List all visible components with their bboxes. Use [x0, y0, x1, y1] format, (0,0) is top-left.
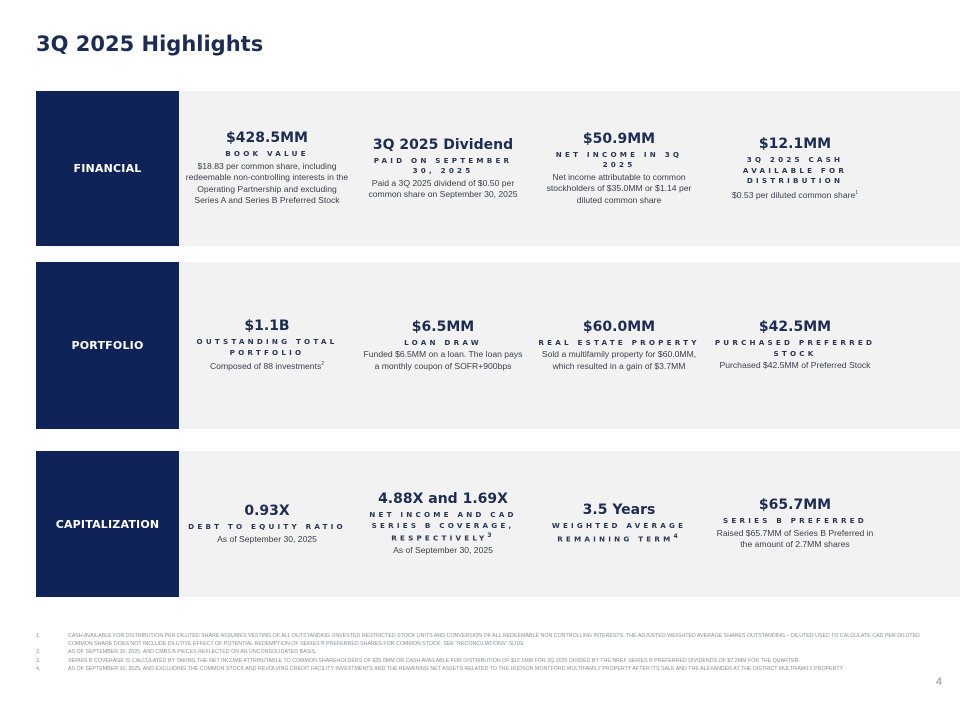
metric-subtitle: WEIGHTED AVERAGE REMAINING TERM4	[537, 521, 701, 544]
metric-value: 4.88X and 1.69X	[378, 491, 508, 508]
metric-subtitle: REAL ESTATE PROPERTY	[538, 337, 700, 347]
metric-description: $18.83 per common share, including redee…	[185, 160, 349, 206]
metric-value: 3Q 2025 Dividend	[372, 136, 514, 153]
highlight-preferred-stock: $42.5MM PURCHASED PREFERRED STOCK Purcha…	[707, 262, 883, 429]
metric-description: Sold a multifamily property for $60.0MM,…	[541, 349, 697, 371]
metric-value: 3.5 Years	[582, 502, 656, 519]
metric-description-text: $0.53 per diluted common share	[731, 189, 856, 200]
footnote-number: 4.	[36, 665, 41, 672]
section-label-portfolio: PORTFOLIO	[36, 262, 179, 429]
metric-subtitle: PAID ON SEPTEMBER 30, 2025	[373, 155, 513, 176]
footnote-text: Series B coverage is calculated by takin…	[68, 657, 800, 664]
highlight-dividend: 3Q 2025 Dividend PAID ON SEPTEMBER 30, 2…	[355, 91, 531, 246]
financial-section: FINANCIAL $428.5MM BOOK VALUE $18.83 per…	[36, 91, 960, 246]
highlight-remaining-term: 3.5 Years WEIGHTED AVERAGE REMAINING TER…	[531, 451, 707, 597]
metric-subtitle: SERIES B PREFERRED	[723, 516, 867, 526]
metric-value: $1.1B	[244, 318, 290, 335]
highlight-net-income: $50.9MM NET INCOME IN 3Q 2025 Net income…	[531, 91, 707, 246]
capitalization-section: CAPITALIZATION 0.93X DEBT TO EQUITY RATI…	[36, 451, 960, 597]
portfolio-section: PORTFOLIO $1.1B OUTSTANDING TOTAL PORTFO…	[36, 262, 960, 429]
metric-description: As of September 30, 2025	[393, 545, 493, 556]
highlight-series-b: $65.7MM SERIES B PREFERRED Raised $65.7M…	[707, 451, 883, 597]
metric-subtitle: BOOK VALUE	[225, 149, 309, 159]
footnote-item: 2. As of September 30, 2025, and CMBS B …	[36, 648, 926, 656]
highlight-book-value: $428.5MM BOOK VALUE $18.83 per common sh…	[179, 91, 355, 246]
footnote-marker: 1	[855, 189, 859, 196]
highlight-coverage: 4.88X and 1.69X NET INCOME AND CAD SERIE…	[355, 451, 531, 597]
metric-description: Funded $6.5MM on a loan. The loan pays a…	[363, 349, 523, 371]
metric-value: $42.5MM	[758, 319, 832, 336]
metric-subtitle: PURCHASED PREFERRED STOCK	[714, 338, 876, 358]
metric-value: $6.5MM	[411, 318, 475, 335]
footnote-item: 4. As of September 30, 2025, and excludi…	[36, 665, 926, 673]
footnote-text: As of September 30, 2025, and CMBS B Pie…	[68, 649, 317, 656]
footnote-item: 1. Cash available for distribution per d…	[36, 632, 926, 648]
metric-subtitle: LOAN DRAW	[404, 337, 482, 347]
metric-description: Purchased $42.5MM of Preferred Stock	[719, 360, 871, 371]
highlight-cash-available: $12.1MM 3Q 2025 CASH AVAILABLE FOR DISTR…	[707, 91, 883, 246]
metric-value: $428.5MM	[226, 130, 308, 147]
footnotes: 1. Cash available for distribution per d…	[36, 632, 926, 673]
metric-description: Paid a 3Q 2025 dividend of $0.50 per com…	[368, 177, 518, 200]
metric-description-text: Composed of 88 investments	[209, 361, 322, 372]
footnote-marker: 4	[673, 532, 681, 540]
highlight-debt-equity: 0.93X DEBT TO EQUITY RATIO As of Septemb…	[179, 451, 355, 597]
metric-description: As of September 30, 2025	[217, 533, 317, 544]
metric-subtitle: NET INCOME IN 3Q 2025	[555, 149, 683, 170]
page-title: 3Q 2025 Highlights	[36, 32, 264, 56]
metric-description: Raised $65.7MM of Series B Preferred in …	[716, 527, 874, 550]
footnote-number: 3.	[36, 657, 41, 664]
footnote-item: 3. Series B coverage is calculated by ta…	[36, 657, 926, 665]
metric-subtitle: OUTSTANDING TOTAL PORTFOLIO	[196, 337, 338, 357]
metric-value: $50.9MM	[582, 130, 656, 147]
metric-value: $65.7MM	[758, 497, 832, 514]
footnote-text: As of September 30, 2025, and excluding …	[68, 665, 844, 672]
metric-subtitle: 3Q 2025 CASH AVAILABLE FOR DISTRIBUTION	[742, 155, 848, 186]
metric-value: $12.1MM	[758, 136, 832, 153]
footnote-marker: 3	[487, 532, 495, 540]
metric-subtitle: NET INCOME AND CAD SERIES B COVERAGE, RE…	[361, 510, 525, 544]
metric-value: 0.93X	[244, 503, 290, 519]
footnote-number: 1.	[36, 633, 41, 639]
page-number: 4	[935, 676, 942, 688]
metric-subtitle-text: WEIGHTED AVERAGE REMAINING TERM	[551, 521, 687, 544]
footnote-text: Cash available for distribution per dilu…	[68, 633, 920, 648]
metric-description: Composed of 88 investments2	[210, 359, 324, 372]
metric-value: $60.0MM	[582, 318, 656, 335]
highlight-loan-draw: $6.5MM LOAN DRAW Funded $6.5MM on a loan…	[355, 262, 531, 429]
metric-subtitle: DEBT TO EQUITY RATIO	[188, 522, 346, 531]
highlight-total-portfolio: $1.1B OUTSTANDING TOTAL PORTFOLIO Compos…	[179, 262, 355, 429]
metric-description: $0.53 per diluted common share1	[732, 188, 858, 201]
section-label-financial: FINANCIAL	[36, 91, 179, 246]
footnote-number: 2.	[36, 649, 41, 656]
metric-description: Net income attributable to common stockh…	[546, 171, 692, 205]
metric-subtitle-text: NET INCOME AND CAD SERIES B COVERAGE, RE…	[369, 510, 517, 543]
footnote-marker: 2	[321, 361, 325, 368]
highlight-real-estate: $60.0MM REAL ESTATE PROPERTY Sold a mult…	[531, 262, 707, 429]
section-label-capitalization: CAPITALIZATION	[36, 451, 179, 597]
